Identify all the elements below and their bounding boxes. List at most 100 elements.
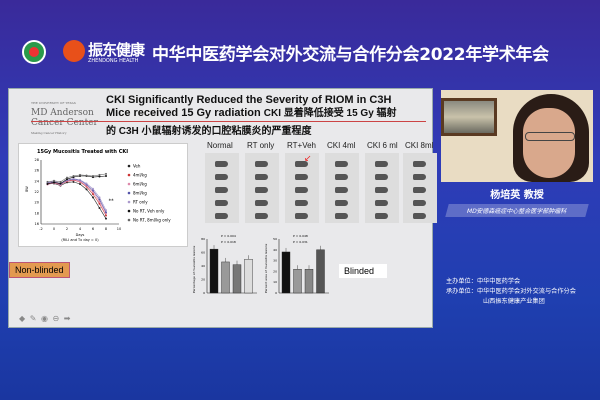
x-tick-label: 6 [92,227,94,231]
tongue-image [375,200,388,206]
y-tick-label: 20 [273,269,277,273]
data-point [92,187,94,190]
group-label: Normal [207,141,233,150]
data-point [105,217,107,220]
tongue-image [255,174,268,180]
data-point [98,173,101,176]
tongue-image [255,187,268,193]
data-point [92,175,94,177]
y-axis-label: Percent area of mucositis lesions [264,243,268,293]
series-line [47,179,107,214]
tongue-image [375,187,388,193]
data-point [105,211,107,214]
y-tick-label: 40 [201,264,205,268]
p-value-label: P = 0.048 [293,234,308,238]
legend-marker [127,164,131,168]
data-point [53,181,55,184]
speaker-name: 杨培英 教授 [490,190,544,201]
tongue-image [215,161,228,167]
tongue-image [375,213,388,219]
slide-title: CKI Significantly Reduced the Severity o… [106,94,397,137]
tongue-image [413,161,426,167]
significance-annotation: ** [109,199,115,205]
blinded-label: Blinded [339,264,387,278]
y-tick-label: 26 [35,169,39,173]
organizers: 主办单位：中华中医药学会 承办单位：中华中医药学会对外交流与合作分会 山西振东健… [446,278,576,305]
legend-marker [127,191,131,195]
data-point [46,180,49,183]
tongue-image [335,161,348,167]
bar [304,269,314,294]
series-line [47,181,107,219]
tongue-image [413,187,426,193]
y-tick-label: 60 [201,251,205,255]
tongue-image [255,161,268,167]
x-tick-label: 4 [79,227,82,231]
brand-name: 振东健康 ZHENDONG HEALTH [88,41,145,64]
bar [209,248,219,294]
bar [316,249,325,294]
data-point [105,209,107,212]
y-tick-label: 0 [275,291,277,295]
y-tick-label: 24 [35,179,40,183]
y-tick-label: 30 [273,259,277,263]
bar [232,264,242,294]
slide-controls[interactable]: ◆ ✎ ◉ ⊖ ➡ [19,314,72,323]
legend-label: No RT, 8ml/kg only [133,218,171,223]
data-point [66,178,68,181]
tongue-image [375,161,388,167]
data-point [59,180,62,183]
data-point [105,175,107,177]
data-point [72,180,75,183]
data-point [79,173,81,176]
md-anderson-logo: THE UNIVERSITY OF TEXAS MD Anderson Canc… [31,101,98,135]
tongue-image [295,200,308,206]
legend-marker [127,182,131,186]
tongue-image [413,174,426,180]
x-tick-label: 8 [105,227,107,231]
bar [281,251,291,294]
tongue-image [413,213,426,219]
series-line [47,175,107,185]
data-point [53,179,55,182]
non-blinded-label: Non-blinded [9,262,70,278]
tongue-image [295,213,308,219]
data-point [66,176,68,179]
tongue-image [215,200,228,206]
x-tick-label: 0 [53,227,55,231]
presentation-slide: THE UNIVERSITY OF TEXAS MD Anderson Canc… [8,88,437,328]
y-tick-label: 28 [35,158,39,162]
tongue-image [335,200,348,206]
y-axis-label: BW [25,186,29,192]
x-axis-label-2: (RILI and Tx day = 0) [61,238,99,242]
speaker-video [441,90,593,182]
y-tick-label: 20 [201,278,205,282]
x-tick-label: 10 [117,227,121,231]
bar [221,261,230,294]
bar [293,269,302,294]
group-label: CKI 6 ml [367,141,398,150]
tongue-image [335,187,348,193]
tongue-image [413,200,426,206]
data-point [92,193,94,196]
data-point [105,214,107,217]
legend-marker [127,218,131,222]
tongue-image [295,161,308,167]
x-tick-label: -2 [39,227,43,231]
legend-label: 8ml/kg [133,191,147,196]
data-point [72,177,75,180]
wall-painting [441,98,497,136]
data-point [79,178,81,181]
data-point [59,182,62,185]
bar-chart-non-blinded: 0 20 40 60 80 Percentage of mucositis lesions… [192,234,257,295]
data-point [85,182,88,185]
bar [244,259,253,294]
y-tick-label: 80 [201,237,205,241]
p-value-label: P = 0.031 [293,240,308,244]
y-tick-label: 16 [35,222,39,226]
title-divider [31,121,426,122]
chart-title: 15Gy Mucositis Treated with CKI [37,149,128,155]
speaker-nameplate: 杨培英 教授 MD安德森癌症中心整合医学部肿瘤科 [441,186,593,217]
group-label: RT only [247,141,275,150]
y-tick-label: 0 [203,291,205,295]
